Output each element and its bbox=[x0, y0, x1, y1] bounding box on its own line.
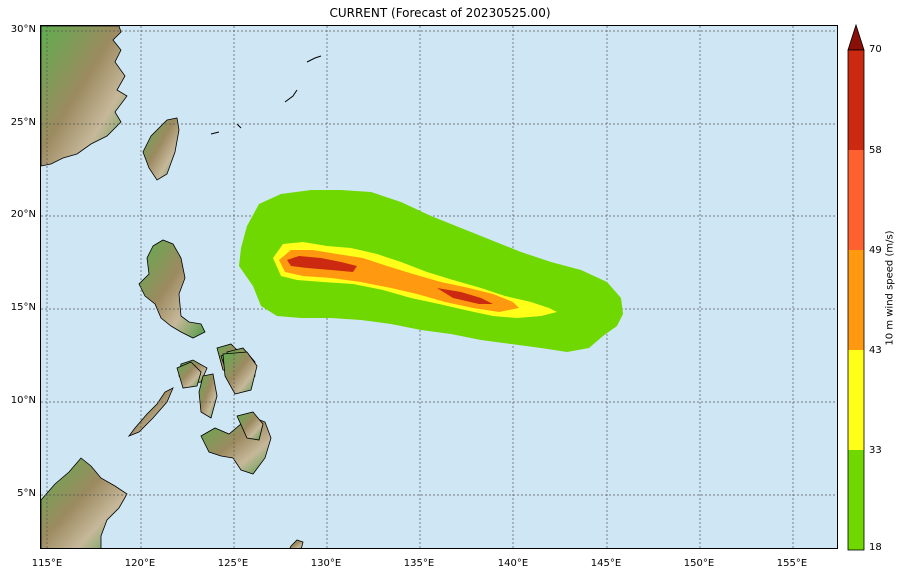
land-mindanao-east bbox=[236, 411, 264, 441]
colorbar-extend-arrow bbox=[847, 24, 865, 51]
lon-label-140: 140°E bbox=[497, 558, 529, 569]
colorbar-band-18-33 bbox=[848, 450, 864, 550]
lon-label-120: 120°E bbox=[124, 558, 156, 569]
lat-label-15: 15°N bbox=[10, 302, 36, 313]
lon-label-125: 125°E bbox=[217, 558, 249, 569]
land-panay bbox=[176, 361, 202, 389]
land-samar-big bbox=[222, 351, 258, 395]
lat-label-30: 30°N bbox=[10, 24, 36, 35]
colorbar-tick-49: 49 bbox=[869, 245, 882, 256]
land-sulawesi-tip bbox=[289, 539, 304, 548]
colorbar-band-33-43 bbox=[848, 350, 864, 450]
lat-label-20: 20°N bbox=[10, 209, 36, 220]
colorbar-frame bbox=[847, 49, 865, 551]
lon-label-150: 150°E bbox=[683, 558, 715, 569]
colorbar-band-43-49 bbox=[848, 250, 864, 350]
lat-label-10: 10°N bbox=[10, 395, 36, 406]
lat-label-5: 5°N bbox=[17, 488, 36, 499]
map-svg bbox=[41, 26, 837, 548]
colorbar-tick-43: 43 bbox=[869, 345, 882, 356]
colorbar-tick-58: 58 bbox=[869, 145, 882, 156]
colorbar bbox=[847, 24, 865, 551]
chart-title: CURRENT (Forecast of 20230525.00) bbox=[329, 6, 551, 20]
wind-contour-58 bbox=[287, 256, 357, 272]
map-area[interactable] bbox=[40, 25, 838, 549]
land-palawan bbox=[127, 387, 174, 437]
lon-label-115: 115°E bbox=[31, 558, 63, 569]
lon-label-135: 135°E bbox=[403, 558, 435, 569]
colorbar-tick-33: 33 bbox=[869, 445, 882, 456]
land-ryukyu-1 bbox=[210, 55, 322, 135]
lon-label-145: 145°E bbox=[590, 558, 622, 569]
colorbar-band-49-58 bbox=[848, 150, 864, 250]
colorbar-band-58-70 bbox=[848, 50, 864, 150]
lon-label-130: 130°E bbox=[310, 558, 342, 569]
land-negros bbox=[198, 373, 218, 419]
colorbar-tick-70: 70 bbox=[869, 44, 882, 55]
colorbar-tick-18: 18 bbox=[869, 542, 882, 553]
land-china bbox=[41, 26, 128, 167]
lat-label-25: 25°N bbox=[10, 117, 36, 128]
land-luzon bbox=[138, 239, 206, 339]
wind-contour-58b bbox=[437, 288, 493, 304]
lon-label-155: 155°E bbox=[776, 558, 808, 569]
colorbar-label: 10 m wind speed (m/s) bbox=[884, 230, 896, 346]
land-borneo bbox=[41, 457, 128, 548]
